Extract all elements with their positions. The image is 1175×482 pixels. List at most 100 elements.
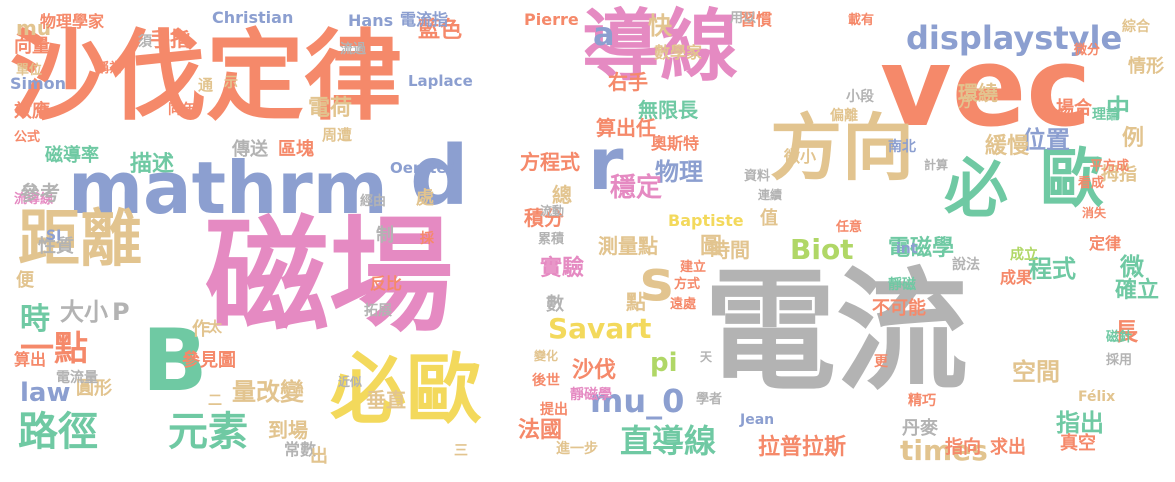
word: 流動	[540, 204, 565, 218]
word: mathrm	[68, 146, 388, 230]
word: mu	[16, 16, 52, 40]
word: 算出任	[596, 116, 656, 140]
word: 指向	[945, 437, 981, 458]
word: 微小	[784, 147, 817, 166]
word: 處	[416, 188, 434, 209]
word: 南北	[888, 139, 916, 155]
word: 方程式	[520, 150, 580, 174]
word: 無限長	[638, 98, 698, 122]
word: 位置	[1022, 126, 1070, 154]
word: Oersted	[390, 159, 458, 177]
word: 小段	[846, 89, 874, 105]
word: 法國	[518, 418, 563, 443]
word: 精巧	[908, 393, 936, 409]
word: 直導線	[620, 422, 717, 460]
word: 公式	[14, 130, 41, 145]
word: 真空	[1060, 433, 1096, 454]
word: 參見圖	[182, 350, 236, 371]
word: 載有	[848, 13, 875, 28]
word: 示	[224, 75, 238, 91]
word: 方	[958, 95, 972, 111]
word: 靜磁學	[570, 387, 612, 403]
word: 奧斯特	[651, 134, 700, 153]
word: 作	[192, 319, 210, 340]
word: 提出	[540, 402, 568, 418]
word: 圓形	[76, 378, 112, 399]
word: 距離	[18, 202, 143, 275]
word: 計算	[924, 158, 949, 172]
word: 更	[874, 354, 888, 370]
word: 數	[546, 294, 564, 315]
word: 偏離	[830, 108, 858, 124]
word: 元素	[168, 409, 248, 455]
word: 變化	[534, 349, 559, 363]
word: times	[900, 434, 988, 467]
word: d	[410, 129, 469, 224]
word: 用以	[730, 11, 757, 26]
word: 程式	[1028, 255, 1076, 283]
word: 電流量	[56, 370, 98, 386]
word: 採	[420, 231, 434, 247]
word: 效應	[14, 101, 50, 122]
word: Hans	[348, 11, 394, 30]
word: 向量	[14, 36, 50, 57]
word: 沙伐	[572, 358, 617, 383]
word: Baptiste	[668, 211, 744, 230]
word: 方式	[674, 277, 701, 292]
word: 求出	[990, 437, 1026, 458]
word: 累積	[538, 232, 565, 247]
word: 任意	[836, 220, 863, 235]
word: Biot	[790, 233, 854, 266]
word: 數學家	[654, 43, 703, 62]
word: 制	[376, 225, 394, 246]
word: 綜合	[1122, 19, 1150, 35]
word: 值	[760, 208, 778, 229]
word: 導線	[582, 2, 739, 92]
word: 算出	[14, 350, 47, 369]
word: 採用	[1106, 353, 1133, 368]
word: s	[640, 249, 674, 314]
word: 磁針	[1106, 330, 1133, 345]
word: 建立	[680, 260, 707, 275]
word: 便	[16, 270, 34, 291]
word: 確立	[1115, 278, 1160, 303]
word: 周遭	[322, 126, 353, 144]
word: mu_0	[590, 382, 685, 420]
word: 電流指	[400, 10, 449, 29]
word: 經由	[360, 194, 387, 209]
word: 必歐	[330, 345, 482, 434]
word: B	[142, 311, 208, 411]
word: 電磁學	[888, 236, 955, 261]
word: 指出	[1056, 409, 1104, 437]
word: 流過	[340, 42, 367, 57]
word: 平方成	[1090, 159, 1130, 174]
word: 沙伐定律	[10, 20, 403, 134]
word: 區塊	[278, 139, 314, 160]
word: 後世	[532, 373, 560, 389]
word: 方向	[770, 106, 915, 190]
word: Pierre	[524, 10, 579, 29]
word: 稱為	[96, 61, 123, 76]
word: 丹麥	[902, 418, 938, 439]
word: 長	[1114, 318, 1138, 346]
word: 傳送	[232, 139, 268, 160]
word: int	[896, 241, 918, 257]
word: 說法	[952, 257, 980, 273]
word: 穩定	[610, 173, 663, 203]
word: 參考	[20, 181, 60, 205]
word: SI	[46, 228, 62, 244]
word: 成果	[1000, 268, 1033, 287]
word: 量改變	[232, 378, 304, 406]
word: 緩慢	[985, 134, 1030, 159]
word: pi	[650, 348, 678, 378]
word: 學者	[696, 392, 723, 407]
word: 看成	[1078, 176, 1105, 191]
word: 單位	[16, 63, 43, 78]
word: 同年	[168, 102, 196, 118]
word: 一點	[20, 329, 88, 369]
word: Simon	[10, 74, 67, 93]
word: 出	[310, 446, 328, 467]
word: 天	[700, 350, 713, 364]
word: 通	[198, 76, 214, 94]
